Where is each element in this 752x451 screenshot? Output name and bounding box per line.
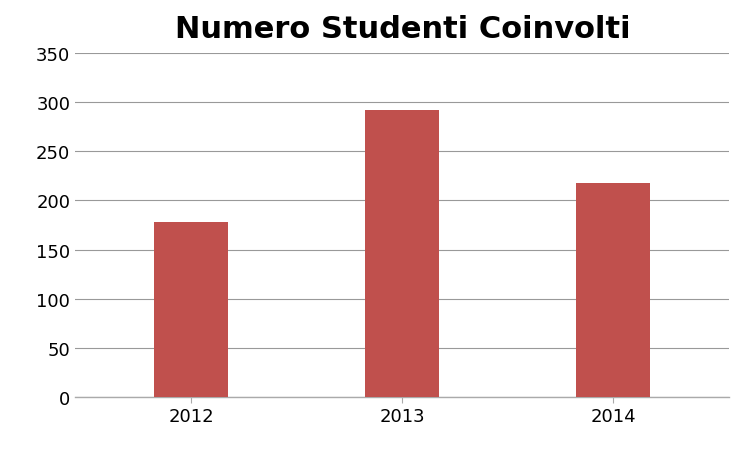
Title: Numero Studenti Coinvolti: Numero Studenti Coinvolti <box>174 14 630 43</box>
Bar <box>365 111 439 397</box>
Bar <box>577 184 650 397</box>
Bar <box>154 222 228 397</box>
